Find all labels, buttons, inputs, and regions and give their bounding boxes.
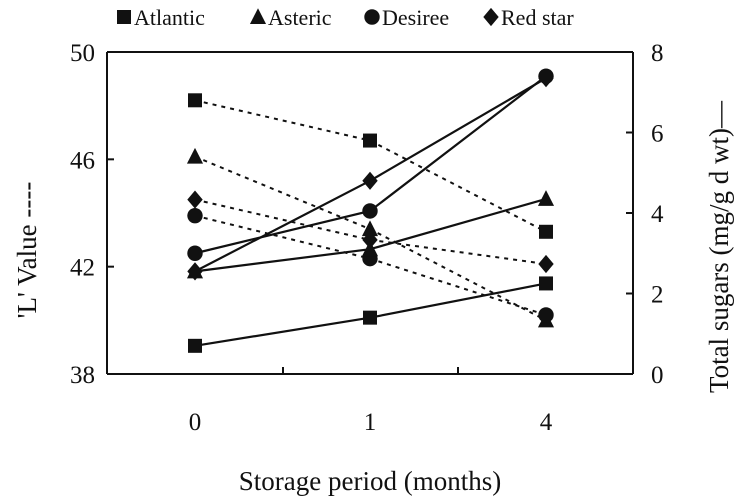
legend-marker-desiree	[364, 9, 380, 25]
point-atlantic-total-sugars	[363, 310, 377, 325]
y-axis-left-title: 'L' Value ----	[12, 182, 42, 319]
legend-marker-red-star	[483, 7, 499, 27]
y-right-tick-label: 4	[651, 201, 664, 228]
point-red-star-l-value	[187, 190, 203, 209]
y-left-tick-label: 42	[70, 255, 95, 282]
x-axis-title: Storage period (months)	[239, 466, 501, 496]
point-desiree-total-sugars	[187, 245, 203, 261]
point-asteric-l-value	[361, 220, 379, 237]
legend-marker-asteric	[249, 8, 267, 24]
point-asteric-l-value	[186, 147, 204, 164]
axes	[106, 51, 634, 375]
legend: Atlantic Asteric Desiree Red star	[117, 5, 574, 30]
point-red-star-total-sugars	[187, 262, 203, 281]
legend-label-asteric: Asteric	[268, 5, 332, 30]
point-red-star-l-value	[538, 254, 554, 274]
series-line-red-star-l-value	[194, 198, 547, 265]
legend-marker-atlantic	[117, 10, 131, 24]
legend-label-red-star: Red star	[501, 5, 574, 30]
point-desiree-total-sugars	[362, 203, 378, 219]
y-left-tick-label: 46	[70, 147, 95, 174]
y-right-tick-label: 8	[651, 40, 664, 67]
point-atlantic-total-sugars	[539, 276, 553, 291]
point-atlantic-l-value	[188, 93, 202, 108]
series-markers	[186, 68, 555, 353]
point-atlantic-total-sugars	[188, 338, 202, 353]
x-tick-label: 4	[540, 409, 553, 436]
legend-label-desiree: Desiree	[382, 5, 449, 30]
point-asteric-total-sugars	[361, 240, 379, 257]
point-red-star-total-sugars	[362, 171, 378, 190]
point-atlantic-l-value	[539, 224, 553, 239]
y-right-tick-label: 2	[651, 282, 664, 309]
point-desiree-l-value	[187, 207, 203, 224]
x-tick-label: 0	[189, 409, 202, 436]
point-red-star-l-value	[362, 230, 378, 249]
y-right-tick-label: 0	[651, 362, 664, 389]
y-left-tick-label: 38	[70, 362, 95, 389]
legend-label-atlantic: Atlantic	[134, 5, 205, 30]
y-axis-right-title: Total sugars (mg/g d wt)—	[704, 100, 734, 393]
y-left-tick-label: 50	[70, 40, 95, 67]
point-atlantic-l-value	[363, 133, 377, 148]
point-asteric-total-sugars	[537, 190, 555, 206]
y-right-tick-label: 6	[651, 121, 664, 148]
point-desiree-l-value	[538, 307, 554, 323]
x-tick-label: 1	[364, 409, 377, 436]
point-red-star-total-sugars	[538, 69, 554, 88]
